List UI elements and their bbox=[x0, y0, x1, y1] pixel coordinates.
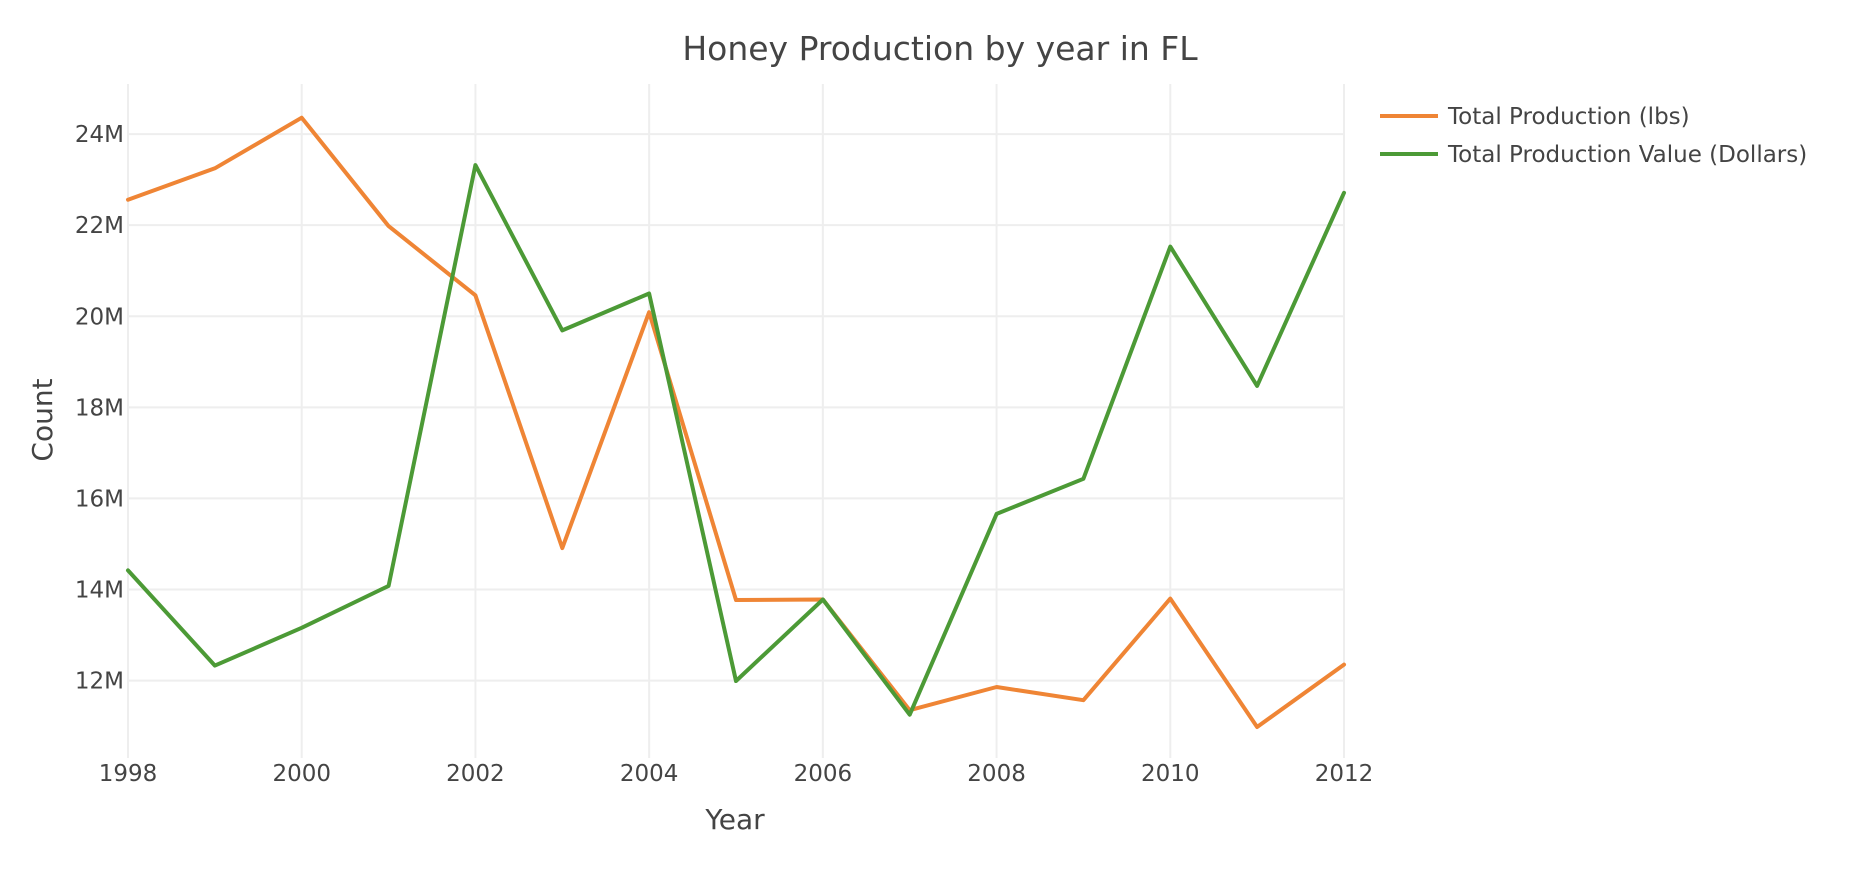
x-tick-label: 2010 bbox=[1141, 761, 1200, 787]
y-tick-label: 18M bbox=[75, 395, 124, 421]
y-axis-ticks: 12M 14M 16M 18M 20M 22M 24M bbox=[75, 122, 124, 694]
legend-label-2: Total Production Value (Dollars) bbox=[1447, 142, 1807, 168]
x-tick-label: 2000 bbox=[272, 761, 331, 787]
series-line-2 bbox=[126, 163, 1346, 717]
chart-title: Honey Production by year in FL bbox=[682, 29, 1198, 68]
x-tick-label: 1998 bbox=[99, 761, 158, 787]
y-tick-label: 12M bbox=[75, 669, 124, 695]
y-tick-label: 22M bbox=[75, 213, 124, 239]
x-tick-label: 2012 bbox=[1315, 761, 1374, 787]
legend: Total Production (lbs) Total Production V… bbox=[1380, 104, 1807, 168]
y-tick-label: 14M bbox=[75, 578, 124, 604]
x-tick-label: 2008 bbox=[967, 761, 1026, 787]
x-tick-label: 2006 bbox=[794, 761, 853, 787]
y-axis-title: Count bbox=[26, 378, 59, 461]
x-tick-label: 2004 bbox=[620, 761, 679, 787]
x-tick-label: 2002 bbox=[446, 761, 505, 787]
x-axis-ticks: 1998 2000 2002 2004 2006 2008 2010 2012 bbox=[99, 761, 1374, 787]
y-tick-label: 24M bbox=[75, 122, 124, 148]
y-tick-label: 20M bbox=[75, 304, 124, 330]
x-axis-title: Year bbox=[704, 803, 765, 836]
series-line-1 bbox=[126, 115, 1346, 729]
series-lines bbox=[126, 115, 1346, 729]
y-tick-label: 16M bbox=[75, 486, 124, 512]
gridlines bbox=[127, 84, 1345, 758]
legend-label-1: Total Production (lbs) bbox=[1447, 104, 1690, 130]
